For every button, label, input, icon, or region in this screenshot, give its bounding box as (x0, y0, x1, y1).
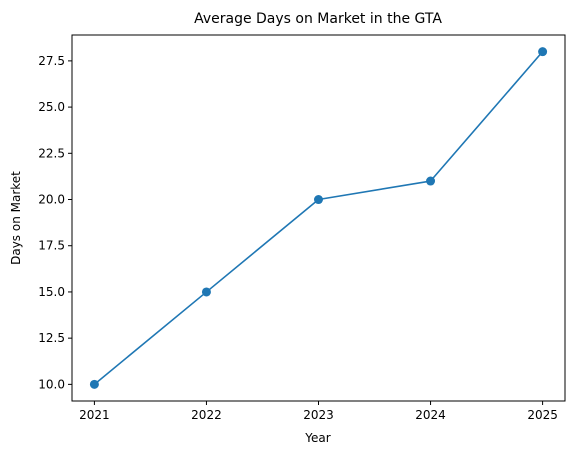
y-tick-label: 27.5 (38, 54, 65, 68)
chart-title: Average Days on Market in the GTA (194, 11, 442, 27)
y-axis: 10.0 12.5 15.0 17.5 20.0 22.5 25.0 27.5 (38, 54, 72, 391)
y-tick-label: 17.5 (38, 239, 65, 253)
data-point-2021 (89, 379, 99, 389)
x-tick-label: 2025 (527, 408, 558, 422)
data-point-2023 (314, 195, 323, 205)
x-tick-label: 2023 (303, 408, 334, 422)
x-tick-label: 2021 (79, 408, 110, 422)
x-tick-label: 2024 (415, 408, 446, 422)
y-tick-label: 22.5 (38, 146, 65, 160)
y-tick-label: 10.0 (38, 377, 65, 391)
data-point-2024 (426, 176, 436, 186)
y-tick-label: 25.0 (38, 100, 65, 114)
x-axis: 2021 2022 2023 2024 2025 (79, 401, 558, 422)
data-point-2025 (538, 47, 548, 57)
y-tick-label: 15.0 (38, 285, 65, 299)
x-tick-label: 2022 (191, 408, 222, 422)
series-line (93, 51, 544, 385)
y-axis-label: Days on Market (9, 171, 23, 265)
plot-area-frame (71, 34, 566, 402)
data-point-2022 (201, 287, 211, 297)
series-layer (89, 47, 548, 389)
x-axis-label: Year (304, 431, 330, 445)
y-tick-label: 12.5 (38, 331, 65, 345)
y-tick-label: 20.0 (38, 193, 65, 207)
